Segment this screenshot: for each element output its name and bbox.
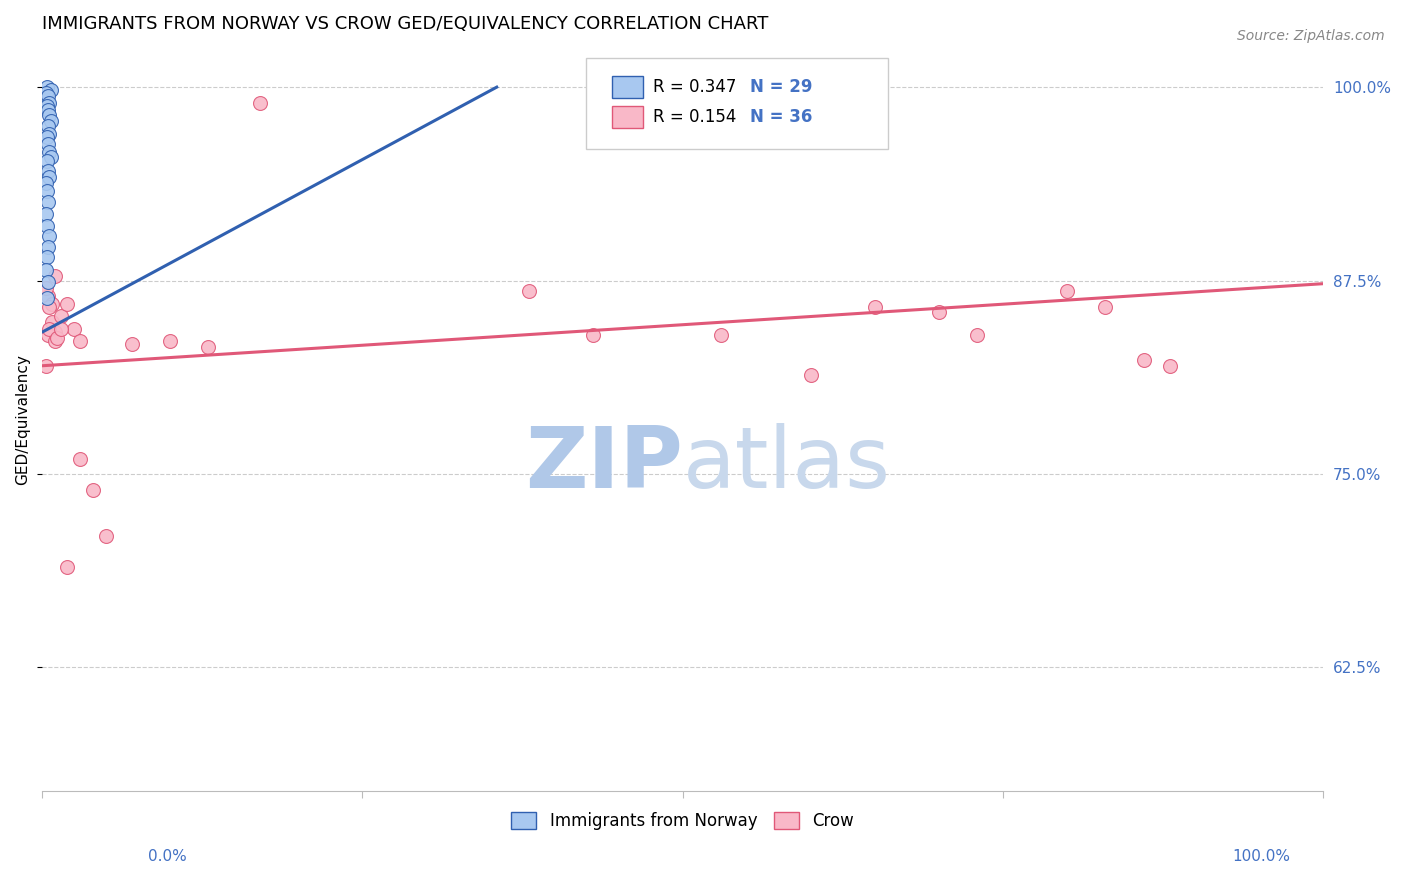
Point xyxy=(56,560,79,574)
Text: 100.0%: 100.0% xyxy=(1233,849,1291,864)
Point xyxy=(1056,285,1078,299)
Point xyxy=(37,119,59,133)
Point xyxy=(69,451,91,466)
Point xyxy=(69,334,91,348)
Point xyxy=(37,103,59,118)
Point xyxy=(37,327,59,342)
Point xyxy=(38,321,60,335)
FancyBboxPatch shape xyxy=(612,105,643,128)
Point xyxy=(37,239,59,253)
Legend: Immigrants from Norway, Crow: Immigrants from Norway, Crow xyxy=(505,805,860,837)
Text: R = 0.347: R = 0.347 xyxy=(652,78,737,96)
Point xyxy=(44,334,66,348)
Y-axis label: GED/Equivalency: GED/Equivalency xyxy=(15,354,30,485)
Point xyxy=(34,207,56,221)
FancyBboxPatch shape xyxy=(586,58,887,149)
Point xyxy=(38,108,60,122)
Point xyxy=(38,300,60,314)
Point xyxy=(39,150,62,164)
Text: R = 0.154: R = 0.154 xyxy=(652,108,737,126)
Point xyxy=(46,331,69,345)
Point xyxy=(710,327,733,342)
Point xyxy=(34,281,56,295)
Point xyxy=(517,285,540,299)
Point xyxy=(582,327,605,342)
Point xyxy=(37,89,59,103)
Point xyxy=(35,251,58,265)
Point xyxy=(34,176,56,190)
Point xyxy=(37,194,59,209)
Point xyxy=(82,483,104,497)
Point xyxy=(49,309,72,323)
Point xyxy=(1133,352,1156,367)
Text: Source: ZipAtlas.com: Source: ZipAtlas.com xyxy=(1237,29,1385,43)
Text: atlas: atlas xyxy=(682,423,890,506)
Point xyxy=(928,304,950,318)
Text: ZIP: ZIP xyxy=(524,423,682,506)
Point xyxy=(35,219,58,234)
Point xyxy=(121,337,143,351)
Point xyxy=(35,99,58,113)
Point xyxy=(34,359,56,373)
Point xyxy=(56,297,79,311)
Point xyxy=(38,127,60,141)
Point xyxy=(966,327,988,342)
Text: N = 36: N = 36 xyxy=(751,108,813,126)
Point xyxy=(63,321,86,335)
Point xyxy=(49,321,72,335)
Point xyxy=(38,145,60,160)
Point xyxy=(38,95,60,110)
Point xyxy=(38,169,60,184)
Point xyxy=(863,300,886,314)
Point xyxy=(41,315,63,329)
Text: N = 29: N = 29 xyxy=(751,78,813,96)
Point xyxy=(41,297,63,311)
Point xyxy=(197,340,219,354)
Point xyxy=(37,137,59,152)
Point xyxy=(38,228,60,243)
FancyBboxPatch shape xyxy=(612,76,643,98)
Point xyxy=(249,95,271,110)
Point xyxy=(1159,359,1181,373)
Point xyxy=(37,275,59,289)
Point xyxy=(35,80,58,95)
Point xyxy=(34,262,56,277)
Point xyxy=(44,325,66,339)
Text: IMMIGRANTS FROM NORWAY VS CROW GED/EQUIVALENCY CORRELATION CHART: IMMIGRANTS FROM NORWAY VS CROW GED/EQUIV… xyxy=(42,15,768,33)
Point xyxy=(1094,300,1116,314)
Point xyxy=(800,368,823,382)
Point xyxy=(35,291,58,305)
Point xyxy=(39,114,62,128)
Point xyxy=(159,334,181,348)
Point xyxy=(34,87,56,101)
Point xyxy=(37,163,59,178)
Point xyxy=(35,154,58,169)
Point xyxy=(39,83,62,97)
Point xyxy=(37,289,59,303)
Point xyxy=(44,268,66,283)
Point xyxy=(35,184,58,198)
Text: 0.0%: 0.0% xyxy=(148,849,187,864)
Point xyxy=(35,129,58,144)
Point xyxy=(94,529,117,543)
